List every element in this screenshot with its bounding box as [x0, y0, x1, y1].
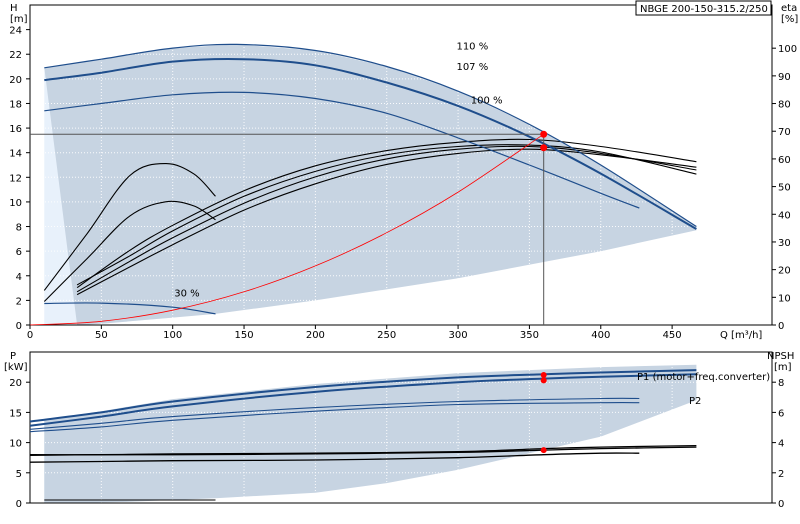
power-y2-axis-label: NPSH	[767, 351, 794, 362]
head-y-tick: 8	[16, 223, 22, 234]
power-y-tick: 0	[16, 499, 22, 510]
power-y2-tick: 2	[778, 469, 784, 480]
head-curve-label: 30 %	[174, 289, 199, 300]
head-x-tick: 400	[591, 330, 610, 341]
head-x-tick: 250	[377, 330, 396, 341]
model-label: NBGE 200-150-315.2/250	[640, 4, 768, 15]
head-y-tick: 10	[9, 198, 22, 209]
head-curve	[44, 43, 697, 228]
npsh-curve	[29, 452, 640, 463]
head-y-tick: 6	[16, 247, 22, 258]
head-y2-tick: 90	[778, 72, 791, 83]
head-x-tick: 300	[449, 330, 468, 341]
head-y2-tick: 80	[778, 100, 791, 111]
head-x-tick: 50	[95, 330, 108, 341]
head-curve	[44, 57, 697, 230]
head-y-tick: 14	[9, 149, 22, 160]
efficiency-curve	[43, 200, 216, 302]
head-y2-axis-label: eta	[781, 3, 797, 14]
power-grid	[30, 352, 772, 503]
head-x-tick: 150	[234, 330, 253, 341]
power-curve	[29, 397, 640, 430]
system-curve	[29, 133, 544, 326]
head-y2-tick: 70	[778, 127, 791, 138]
head-x-tick: 200	[306, 330, 325, 341]
power-y-tick: 15	[9, 408, 22, 419]
npsh-curve	[29, 446, 697, 457]
duty-point	[540, 144, 548, 152]
power-y2-axis-unit: [m]	[774, 362, 792, 373]
efficiency-curve	[76, 145, 697, 293]
power-duty-point	[540, 371, 547, 378]
duty-point	[540, 130, 548, 138]
power-y-axis-unit: [kW]	[4, 362, 28, 373]
head-y-tick: 12	[9, 173, 22, 184]
head-y2-tick: 10	[778, 293, 791, 304]
head-curve-label: 107 %	[456, 62, 488, 73]
head-y-tick: 16	[9, 124, 22, 135]
head-y2-tick: 40	[778, 210, 791, 221]
legend-p2: P2	[689, 396, 701, 407]
head-envelope	[44, 44, 697, 326]
head-x-tick: 0	[27, 330, 33, 341]
head-curve-label: 110 %	[456, 41, 488, 52]
head-y2-tick: 30	[778, 238, 791, 249]
head-y-tick: 0	[16, 321, 22, 332]
head-x-tick: 100	[163, 330, 182, 341]
head-curve	[44, 91, 640, 209]
power-plot-border	[29, 351, 773, 504]
head-y2-tick: 0	[778, 321, 784, 332]
head-y2-tick: 100	[778, 44, 797, 55]
power-duty-point	[540, 447, 547, 454]
head-y-tick: 22	[9, 50, 22, 61]
head-y2-tick: 20	[778, 266, 791, 277]
head-x-tick: 350	[520, 330, 539, 341]
head-y-axis-label: H	[10, 3, 18, 14]
model-label-box	[635, 0, 772, 16]
head-y-tick: 2	[16, 296, 22, 307]
efficiency-curve	[43, 163, 216, 291]
head-y2-tick: 60	[778, 155, 791, 166]
power-curve	[29, 369, 697, 423]
head-x-tick: 450	[663, 330, 682, 341]
power-y2-tick: 0	[778, 499, 784, 510]
legend-p1: P1 (motor+freq.converter)	[637, 372, 770, 383]
power-curve	[29, 402, 640, 433]
power-y2-tick: 8	[778, 378, 784, 389]
power-curve	[29, 373, 697, 427]
efficiency-curve	[76, 148, 697, 296]
head-plot-border	[29, 4, 773, 326]
head-y-tick: 18	[9, 99, 22, 110]
power-y-tick: 20	[9, 378, 22, 389]
head-curve	[44, 302, 216, 315]
power-y2-tick: 4	[778, 439, 784, 450]
head-y-tick: 4	[16, 272, 22, 283]
head-x-axis-label: Q [m³/h]	[720, 330, 762, 341]
power-duty-point	[540, 377, 547, 384]
head-y2-tick: 50	[778, 183, 791, 194]
power-y2-tick: 6	[778, 408, 784, 419]
head-y-tick: 24	[9, 26, 22, 37]
power-y-tick: 10	[9, 439, 22, 450]
power-y-axis-label: P	[10, 351, 16, 362]
power-y-tick: 5	[16, 469, 22, 480]
head-y-tick: 20	[9, 75, 22, 86]
head-y2-axis-unit: [%]	[781, 14, 798, 25]
efficiency-curve	[76, 138, 697, 289]
head-curve-label: 100 %	[471, 95, 503, 106]
head-y-axis-unit: [m]	[10, 14, 28, 25]
